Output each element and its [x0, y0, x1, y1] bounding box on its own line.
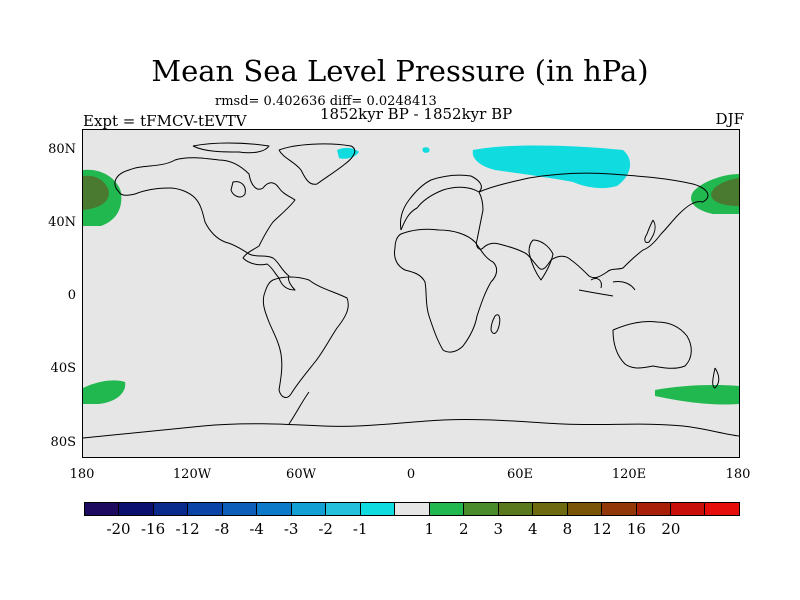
colorbar-swatch [602, 503, 637, 515]
north-america-coast [114, 157, 296, 291]
australia-coast [612, 321, 692, 369]
colorbar-label: -16 [140, 520, 166, 538]
positive-anomaly-south-indian-east [655, 385, 739, 405]
madagascar-coast [490, 314, 501, 334]
colorbar-swatch [498, 503, 534, 515]
hudson-bay [230, 181, 246, 198]
lat-tick-40n: 40N [48, 215, 76, 230]
colorbar-label: 2 [459, 520, 469, 538]
positive-core-north-pacific-east [711, 178, 739, 206]
negative-anomaly-svalbard [422, 147, 430, 153]
lon-tick-120e: 120E [611, 467, 647, 482]
positive-anomaly-south-pacific-west [83, 380, 126, 404]
world-map [83, 142, 739, 439]
colorbar-label: -3 [283, 520, 299, 538]
lat-tick-40s: 40S [50, 361, 76, 376]
colorbar-swatch [429, 503, 465, 515]
colorbar-label: 20 [661, 520, 681, 538]
antarctic-peninsula [288, 391, 310, 425]
asia-coast [476, 172, 709, 279]
colorbar-swatch [257, 503, 292, 515]
lat-tick-80s: 80S [50, 435, 76, 450]
colorbar-swatch [360, 503, 396, 515]
lon-tick-0: 0 [406, 467, 416, 482]
colorbar-swatch [188, 503, 223, 515]
india-coast [528, 239, 554, 281]
colorbar-swatch [291, 503, 327, 515]
colorbar-label: -12 [175, 520, 200, 538]
south-america-coast [262, 276, 349, 398]
colorbar-swatch [85, 503, 120, 515]
colorbar [84, 502, 740, 516]
colorbar-swatch [464, 503, 499, 515]
season-label: DJF [715, 110, 744, 128]
colorbar-swatch [705, 503, 739, 515]
colorbar-label: -4 [249, 520, 264, 538]
plot-title: Mean Sea Level Pressure (in hPa) [151, 54, 649, 88]
lat-tick-80n: 80N [48, 142, 76, 157]
colorbar-label: -1 [352, 520, 368, 538]
colorbar-swatch [533, 503, 568, 515]
negative-anomaly-greenland [337, 147, 359, 159]
europe-coast [400, 174, 482, 231]
arctic-islands-coast [192, 142, 270, 154]
colorbar-swatch [636, 503, 671, 515]
colorbar-label: -2 [318, 520, 333, 538]
colorbar-label: -8 [214, 520, 230, 538]
colorbar-label: 16 [626, 520, 646, 538]
period-label: 1852kyr BP - 1852kyr BP [320, 105, 513, 123]
colorbar-swatch [119, 503, 154, 515]
stats-label: rmsd= 0.402636 diff= 0.0248413 [215, 94, 437, 109]
experiment-label: Expt = tFMCV-tEVTV [83, 112, 247, 130]
colorbar-label: -20 [106, 520, 131, 538]
positive-core-north-pacific-west [83, 175, 109, 210]
lat-tick-0: 0 [67, 288, 76, 303]
lon-tick-60w: 60W [286, 467, 316, 482]
map-panel [82, 129, 740, 458]
lon-tick-120w: 120W [172, 467, 212, 482]
greenland-coast [278, 143, 356, 185]
colorbar-swatch [153, 503, 189, 515]
colorbar-swatch [395, 503, 430, 515]
indonesia-coast [578, 277, 636, 297]
colorbar-swatch [222, 503, 258, 515]
lon-tick-180e: 180 [725, 467, 751, 482]
colorbar-swatch [567, 503, 603, 515]
colorbar-label: 1 [424, 520, 435, 538]
antarctica-coast [83, 418, 739, 439]
lon-tick-180w: 180 [69, 467, 95, 482]
coastlines [83, 142, 739, 439]
lon-tick-60e: 60E [506, 467, 534, 482]
colorbar-swatch [670, 503, 706, 515]
colorbar-label: 4 [528, 520, 538, 538]
new-zealand-coast [712, 367, 720, 389]
negative-anomaly-arctic-siberia [472, 145, 631, 189]
colorbar-swatch [326, 503, 361, 515]
colorbar-label: 12 [592, 520, 612, 538]
colorbar-label: 3 [493, 520, 504, 538]
anomaly-fills [83, 145, 739, 405]
africa-coast [394, 228, 498, 353]
colorbar-label: 8 [562, 520, 573, 538]
japan-coast [644, 219, 656, 243]
